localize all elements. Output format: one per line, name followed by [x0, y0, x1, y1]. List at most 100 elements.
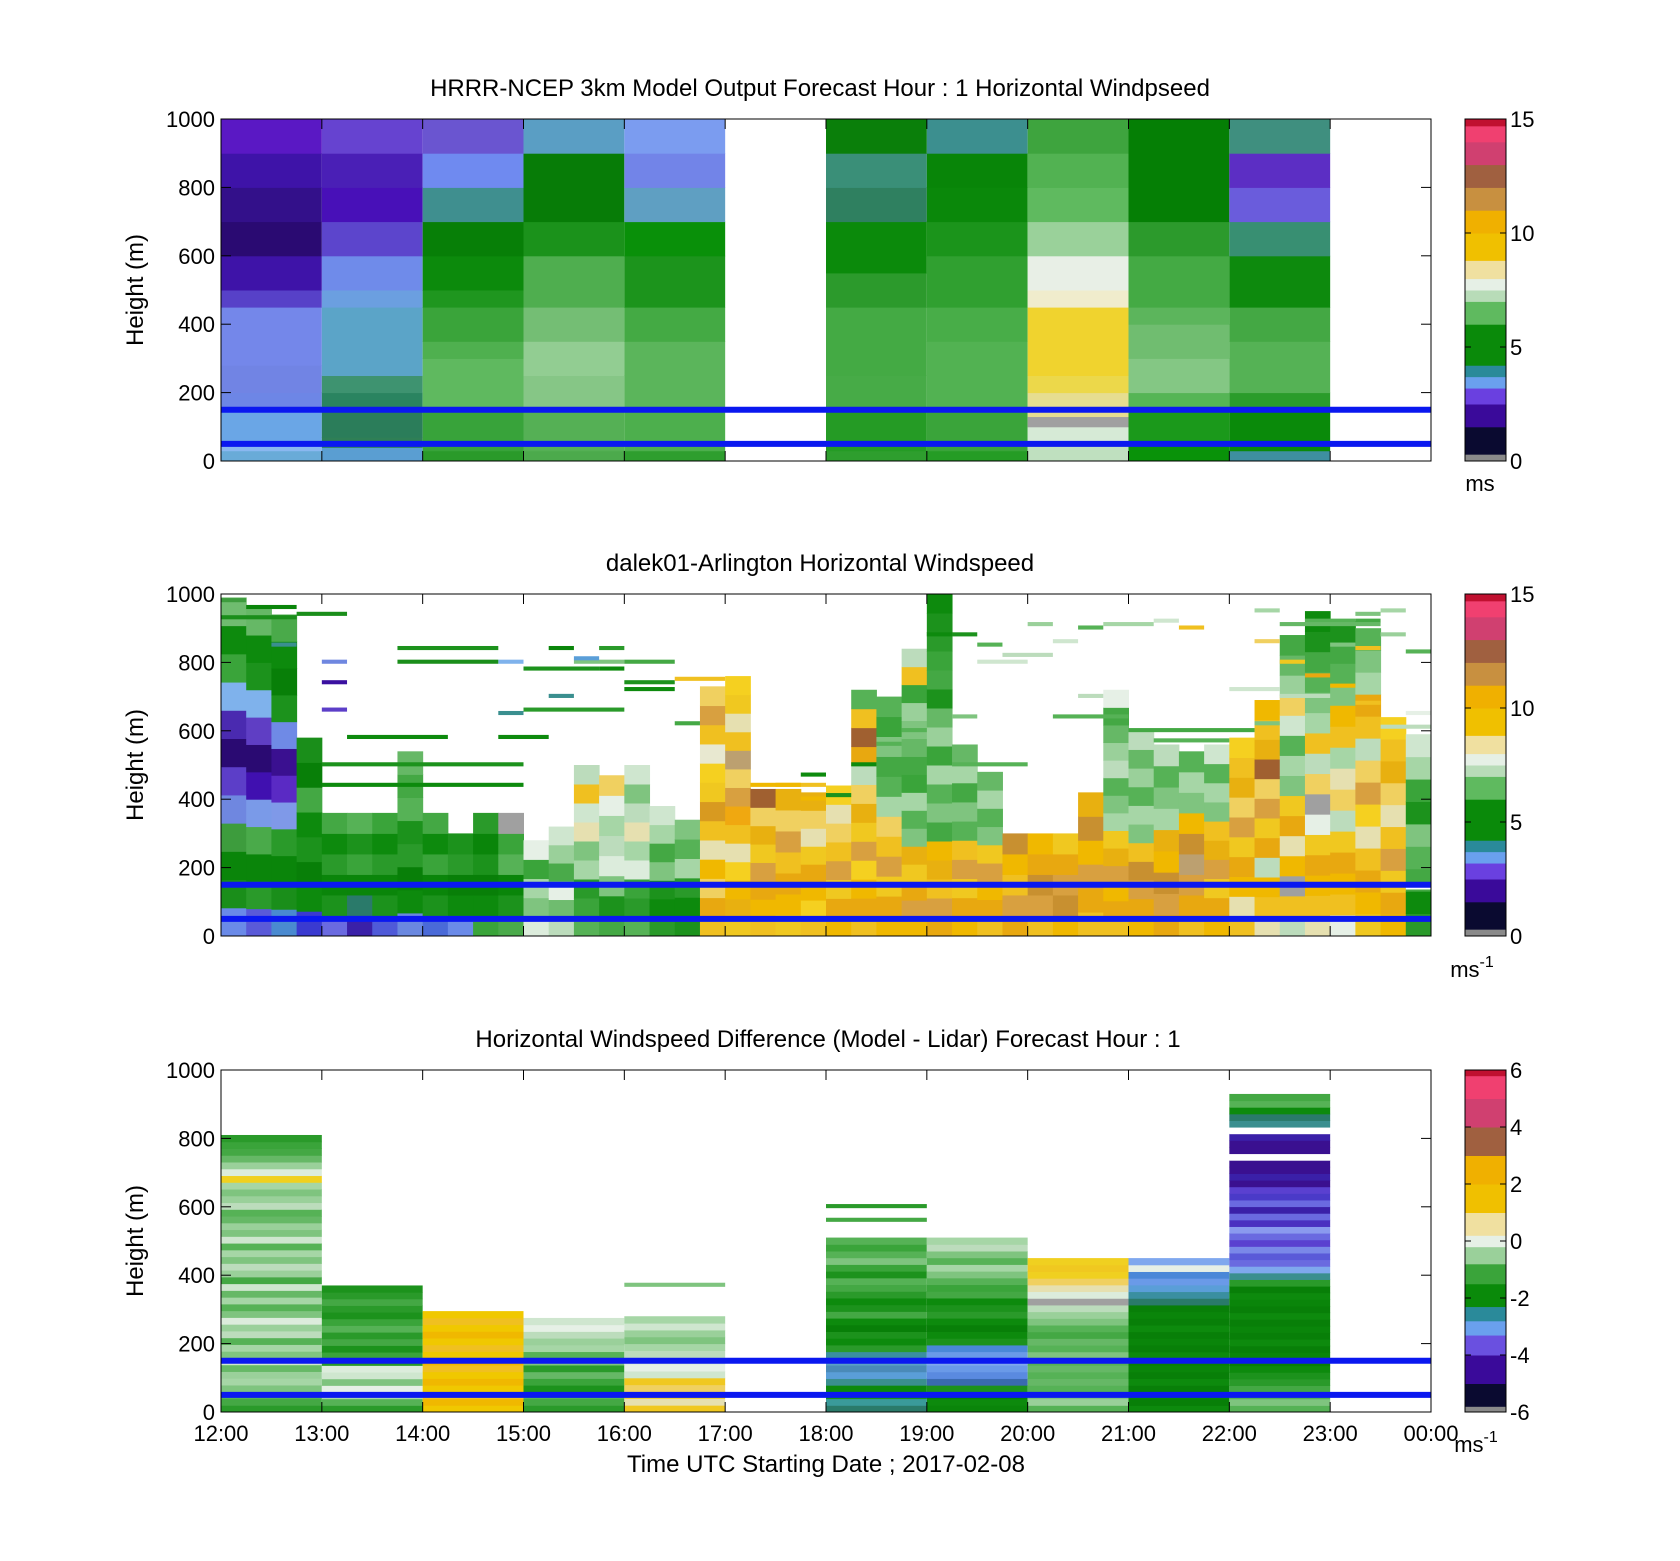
panel-lidar-column-20-bin-10	[725, 731, 751, 751]
panel-lidar-streak-60	[1355, 700, 1381, 705]
panel-lidar-column-36-bin-1	[1128, 898, 1155, 918]
panel-lidar-column-6-bin-3	[372, 853, 398, 875]
panel-model-colorbar-segment-2	[1465, 404, 1506, 428]
panel-lidar-column-15-bin-5	[599, 815, 625, 837]
panel-lidar-column-48-bin-5	[1431, 813, 1457, 834]
panel-difference-xtick-label-11: 23:00	[1303, 1421, 1358, 1446]
panel-lidar-column-12-bin-4	[523, 840, 550, 860]
panel-lidar-column-24-bin-4	[826, 841, 852, 862]
panel-model-ytick-label-1: 200	[178, 381, 215, 406]
panel-difference-block-5-bin-17	[826, 1291, 927, 1299]
panel-lidar-streak-3	[296, 611, 348, 616]
panel-lidar-column-39-bin-9	[1204, 744, 1230, 765]
panel-lidar-column-23-bin-0	[800, 918, 827, 936]
panel-difference-block-7-bin-9	[1027, 1345, 1129, 1353]
panel-difference-block-7-bin-0	[1027, 1405, 1129, 1412]
panel-lidar-column-42-bin-3	[1279, 855, 1306, 877]
panel-model-cell-1-3	[321, 392, 423, 411]
panel-lidar-column-5-bin-3	[347, 853, 373, 875]
panel-difference-block-8-bin-17	[1128, 1291, 1230, 1299]
panel-lidar-column-16-bin-4	[624, 841, 651, 861]
panel-model-cell-6-8	[926, 119, 1028, 154]
panel-difference-ylabel: Height (m)	[122, 1185, 149, 1297]
panel-lidar-column-25-bin-7	[851, 784, 877, 804]
panel-difference-block-9-bin-3	[1229, 1385, 1331, 1393]
panel-lidar-column-24-bin-1	[826, 898, 852, 918]
panel-lidar-column-27-bin-13	[901, 684, 928, 704]
panel-difference-xtick-label-12: 00:00	[1403, 1421, 1458, 1446]
panel-lidar-streak-46	[1380, 632, 1406, 637]
panel-lidar-streak-57	[1431, 728, 1456, 732]
panel-lidar-column-20-bin-0	[725, 917, 751, 936]
panel-lidar-column-3-bin-4	[296, 812, 323, 838]
panel-lidar-column-33-bin-3	[1052, 853, 1079, 875]
panel-lidar-column-44-bin-9	[1330, 726, 1356, 748]
panel-lidar-y-axis: 0 200 400 600 800 1000	[166, 582, 1431, 949]
panel-lidar-streak-23	[674, 721, 700, 726]
panel-lidar-column-28-bin-8	[926, 765, 953, 785]
panel-model-cell-1-11	[321, 119, 423, 154]
panel-lidar-column-45-bin-8	[1355, 738, 1382, 761]
panel-lidar-colorbar-segment-11	[1465, 735, 1506, 755]
panel-lidar-streak-19	[624, 680, 675, 685]
panel-model-cell-2-6	[422, 255, 524, 291]
panel-difference-block-6-bin-9	[926, 1344, 1028, 1353]
panel-difference-xtick-label-7: 19:00	[899, 1421, 954, 1446]
panel-difference-block-0-bin-12	[221, 1324, 322, 1332]
panel-difference-block-0-bin-32	[221, 1189, 322, 1197]
panel-difference-block-5-bin-9	[826, 1344, 927, 1353]
panel-lidar-colorbar-segment-14	[1465, 662, 1506, 686]
panel-difference-block-1-bin-13	[321, 1318, 423, 1326]
panel-lidar-streak-2	[221, 598, 247, 603]
panel-difference-ytick-label-5: 1000	[166, 1058, 215, 1083]
panel-lidar-column-13-bin-0	[548, 917, 575, 936]
panel-lidar-column-44-bin-8	[1330, 747, 1356, 769]
panel-lidar-column-45-bin-12	[1355, 650, 1382, 673]
panel-lidar-column-25-bin-9	[851, 746, 877, 767]
panel-difference-block-9-bin-30	[1229, 1206, 1331, 1214]
panel-difference-block-2-bin-14	[422, 1311, 524, 1319]
panel-lidar-streak-49	[1355, 611, 1381, 616]
panel-lidar-column-28-bin-3	[926, 860, 953, 880]
panel-lidar-column-31-bin-3	[1002, 853, 1029, 875]
panel-model-cell-9-5	[1229, 255, 1331, 308]
panel-model-cell-4-2	[624, 341, 726, 411]
panel-lidar-streak-59	[1405, 710, 1431, 716]
panel-difference-block-0-bin-33	[221, 1182, 322, 1190]
panel-model-colorbar-label-1: 5	[1510, 335, 1522, 360]
panel-lidar-column-10-bin-3	[473, 853, 499, 875]
panel-difference-block-2-bin-9	[422, 1344, 524, 1352]
panel-difference-block-0-bin-40	[221, 1134, 322, 1143]
panel-lidar-column-42-bin-7	[1279, 775, 1306, 797]
panel-difference-block-9-bin-32	[1229, 1193, 1331, 1201]
panel-lidar-column-24-bin-5	[826, 823, 852, 843]
panel-lidar-column-41-bin-8	[1254, 759, 1281, 780]
panel-model-cell-5-3	[826, 307, 927, 376]
panel-lidar-column-47-bin-3	[1405, 846, 1431, 870]
panel-model-cell-8-8	[1128, 119, 1230, 223]
panel-difference-block-1-bin-12	[321, 1325, 423, 1333]
panel-model-reference-lines	[221, 406, 1431, 447]
panel-difference-block-4-bin-0	[624, 1405, 726, 1412]
panel-difference-block-6-bin-23	[926, 1250, 1028, 1259]
panel-lidar-column-36-bin-6	[1128, 805, 1155, 825]
panel-lidar-column-4-bin-3	[321, 853, 348, 875]
panel-difference-block-0-bin-18	[221, 1283, 322, 1291]
panel-lidar-column-18-bin-1	[674, 897, 701, 918]
panel-difference-xtick-label-5: 17:00	[698, 1421, 753, 1446]
panel-difference-block-6-bin-11	[926, 1331, 1028, 1339]
panel-lidar-column-3-bin-3	[296, 836, 323, 863]
panel-difference-block-1-bin-5	[321, 1372, 423, 1380]
panel-lidar-column-30-bin-8	[977, 771, 1003, 791]
panel-lidar-column-35-bin-8	[1103, 777, 1129, 796]
panel-difference-block-9-bin-44	[1229, 1113, 1331, 1121]
panel-lidar-column-27-bin-4	[901, 846, 928, 865]
panel-lidar-column-29-bin-1	[952, 897, 978, 918]
panel-model-colorbar-segment-18	[1465, 119, 1506, 127]
panel-lidar-column-35-bin-3	[1103, 865, 1129, 884]
panel-difference-streak-0	[826, 1204, 927, 1209]
panel-lidar-column-1-bin-8	[246, 689, 272, 718]
panel-model-colorbar-segment-9	[1465, 290, 1506, 302]
panel-lidar-streak-55	[1027, 622, 1053, 627]
panel-lidar-column-22-bin-4	[775, 830, 802, 853]
